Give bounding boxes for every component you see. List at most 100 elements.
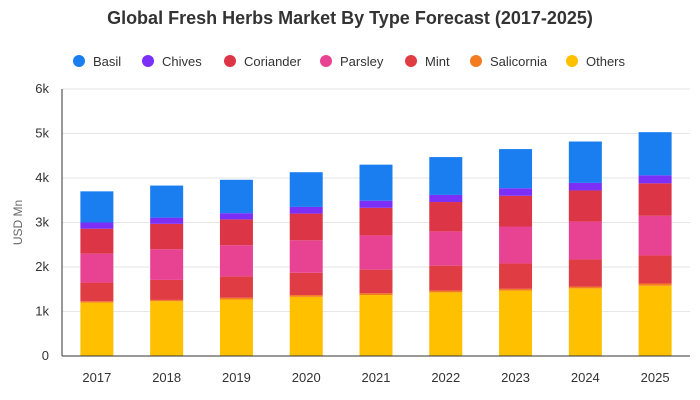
bar-segment-salicornia[interactable] — [150, 299, 184, 302]
bar-segment-others[interactable] — [150, 301, 184, 356]
bar-segment-basil[interactable] — [289, 172, 323, 207]
legend-item-salicornia[interactable]: Salicornia — [470, 54, 548, 69]
bar-stack-2018 — [150, 185, 184, 356]
bar-stack-2021 — [359, 164, 393, 356]
bar-segment-salicornia[interactable] — [568, 286, 602, 289]
bar-segment-basil[interactable] — [429, 157, 463, 195]
bar-stack-2025 — [638, 132, 672, 356]
bar-segment-salicornia[interactable] — [359, 293, 393, 296]
bar-segment-parsley[interactable] — [219, 245, 253, 277]
y-tick-label: 0 — [42, 348, 49, 363]
bar-segment-mint[interactable] — [289, 272, 323, 296]
legend-label: Coriander — [244, 54, 302, 69]
bar-segment-coriander[interactable] — [80, 228, 114, 254]
bar-segment-chives[interactable] — [80, 222, 114, 229]
bar-segment-coriander[interactable] — [289, 213, 323, 241]
legend-item-others[interactable]: Others — [566, 54, 626, 69]
legend-swatch — [142, 55, 154, 67]
x-tick-label: 2017 — [82, 370, 111, 385]
bar-segment-parsley[interactable] — [289, 240, 323, 273]
bar-segment-parsley[interactable] — [150, 249, 184, 280]
bar-segment-parsley[interactable] — [359, 235, 393, 270]
bar-segment-chives[interactable] — [289, 206, 323, 214]
bar-segment-others[interactable] — [638, 285, 672, 356]
bar-segment-basil[interactable] — [568, 141, 602, 183]
legend-label: Mint — [425, 54, 450, 69]
bar-segment-chives[interactable] — [568, 182, 602, 191]
x-tick-label: 2023 — [501, 370, 530, 385]
bar-segment-basil[interactable] — [219, 179, 253, 214]
bar-segment-chives[interactable] — [429, 194, 463, 203]
y-tick-label: 4k — [35, 170, 49, 185]
bar-segment-mint[interactable] — [499, 263, 533, 289]
bar-segment-coriander[interactable] — [638, 183, 672, 216]
bar-segment-parsley[interactable] — [80, 253, 114, 283]
bar-segment-others[interactable] — [568, 288, 602, 356]
bar-segment-basil[interactable] — [80, 191, 114, 223]
legend-item-basil[interactable]: Basil — [73, 54, 121, 69]
bar-segment-chives[interactable] — [219, 213, 253, 220]
y-tick-label: 2k — [35, 259, 49, 274]
bar-segment-others[interactable] — [80, 302, 114, 356]
bar-segment-salicornia[interactable] — [499, 288, 533, 291]
bar-segment-basil[interactable] — [638, 132, 672, 176]
bar-segment-others[interactable] — [359, 295, 393, 356]
bar-segment-salicornia[interactable] — [219, 297, 253, 300]
bar-segment-others[interactable] — [499, 290, 533, 356]
bar-segment-parsley[interactable] — [638, 215, 672, 256]
bar-segment-basil[interactable] — [499, 149, 533, 189]
legend-label: Basil — [93, 54, 121, 69]
bar-segment-chives[interactable] — [150, 217, 184, 224]
bar-stack-2023 — [499, 149, 533, 356]
legend-item-coriander[interactable]: Coriander — [224, 54, 302, 69]
bar-segment-mint[interactable] — [568, 259, 602, 287]
legend-item-mint[interactable]: Mint — [405, 54, 450, 69]
bar-segment-salicornia[interactable] — [429, 290, 463, 293]
bar-segment-salicornia[interactable] — [638, 283, 672, 286]
x-tick-label: 2020 — [292, 370, 321, 385]
bar-segment-chives[interactable] — [638, 175, 672, 184]
bar-segment-coriander[interactable] — [150, 223, 184, 250]
bar-stack-2020 — [289, 172, 323, 356]
legend-swatch — [470, 55, 482, 67]
bar-segment-others[interactable] — [289, 296, 323, 356]
bar-segment-parsley[interactable] — [499, 226, 533, 264]
bar-segment-coriander[interactable] — [429, 202, 463, 232]
bar-segment-others[interactable] — [219, 299, 253, 356]
y-tick-label: 6k — [35, 81, 49, 96]
bar-segment-mint[interactable] — [429, 265, 463, 291]
axes: 0 1k 2k 3k 4k 5k 6k USD Mn 2017 2018 2019 2020 2021 2… — [11, 81, 690, 385]
y-axis-title: USD Mn — [11, 200, 25, 245]
legend-item-parsley[interactable]: Parsley — [320, 54, 384, 69]
bar-segment-salicornia[interactable] — [289, 295, 323, 297]
legend-label: Salicornia — [490, 54, 548, 69]
bar-segment-parsley[interactable] — [568, 221, 602, 260]
bar-segment-salicornia[interactable] — [80, 301, 114, 303]
bar-segment-coriander[interactable] — [499, 195, 533, 227]
legend-swatch — [73, 55, 85, 67]
bar-segment-parsley[interactable] — [429, 231, 463, 266]
legend-item-chives[interactable]: Chives — [142, 54, 202, 69]
bar-segment-mint[interactable] — [638, 255, 672, 284]
bar-segment-mint[interactable] — [150, 279, 184, 300]
bar-segment-chives[interactable] — [359, 200, 393, 208]
bar-segment-basil[interactable] — [359, 164, 393, 201]
bar-stack-2024 — [568, 141, 602, 356]
bar-segment-chives[interactable] — [499, 188, 533, 196]
bar-segment-coriander[interactable] — [219, 219, 253, 246]
y-tick-label: 1k — [35, 304, 49, 319]
bars — [80, 132, 672, 356]
bar-segment-mint[interactable] — [359, 269, 393, 294]
bar-stack-2019 — [219, 179, 253, 356]
bar-segment-others[interactable] — [429, 292, 463, 356]
legend-swatch — [320, 55, 332, 67]
bar-segment-coriander[interactable] — [359, 207, 393, 236]
x-tick-label: 2024 — [571, 370, 600, 385]
legend-swatch — [405, 55, 417, 67]
x-tick-label: 2022 — [431, 370, 460, 385]
bar-segment-mint[interactable] — [219, 276, 253, 298]
bar-segment-basil[interactable] — [150, 185, 184, 218]
bar-segment-coriander[interactable] — [568, 190, 602, 222]
bar-segment-mint[interactable] — [80, 282, 114, 302]
